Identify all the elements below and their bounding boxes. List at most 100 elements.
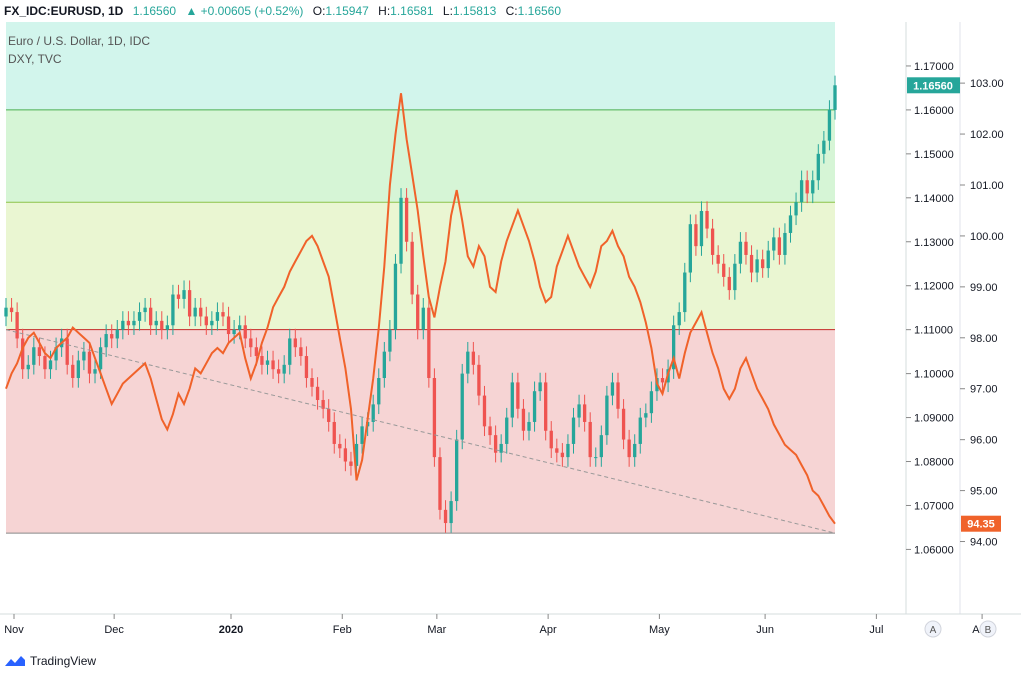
svg-text:94.35: 94.35 <box>967 519 995 531</box>
candle-body <box>638 417 642 444</box>
candle-body <box>621 408 626 440</box>
candle-body <box>254 347 259 357</box>
candle-body <box>210 320 214 326</box>
candle-body <box>455 439 459 502</box>
candle-body <box>683 272 687 313</box>
candle-body <box>232 329 236 335</box>
candle-body <box>382 351 386 379</box>
dxy-line <box>5 93 836 525</box>
candle-body <box>644 413 648 418</box>
candle-body <box>371 404 375 422</box>
zone-middle <box>6 202 835 330</box>
candle-body <box>616 382 620 409</box>
chart-legend: Euro / U.S. Dollar, 1D, IDC DXY, TVC <box>8 34 150 66</box>
candle-body <box>276 369 281 374</box>
price-tick-label: 1.13000 <box>914 237 954 249</box>
candle-body <box>510 382 514 418</box>
price-tick-label: 1.10000 <box>914 369 954 381</box>
low-label: L: <box>442 4 453 18</box>
candle-body <box>477 364 481 396</box>
candle-body <box>304 356 309 379</box>
time-tick-label: Apr <box>540 624 557 636</box>
candle-body <box>761 259 765 269</box>
dxy-tick-label: 101.00 <box>970 180 1004 192</box>
zone-upper <box>6 109 835 203</box>
time-axis[interactable]: NovDec2020FebMarAprMayJunJulAug <box>4 614 992 636</box>
candle-body <box>427 307 431 379</box>
tradingview-logo-icon <box>5 656 25 666</box>
price-axis[interactable]: 1.17000 1.16000 1.15000 1.14000 1.13000 1.120… <box>906 61 954 556</box>
price-tick-label: 1.12000 <box>914 281 954 293</box>
candle-body <box>137 312 142 321</box>
price-change: ▲ +0.00605 (+0.52%) <box>185 4 304 18</box>
price-chart[interactable]: Euro / U.S. Dollar, 1D, IDC DXY, TVC 1.1… <box>0 22 1021 650</box>
last-price: 1.16560 <box>132 4 177 18</box>
candle-body <box>549 430 553 449</box>
legend-title: Euro / U.S. Dollar, 1D, IDC <box>8 34 150 48</box>
dxy-tick-label: 102.00 <box>970 129 1004 141</box>
time-tick-label: May <box>649 624 670 636</box>
price-last-label: 1.16560 <box>907 77 960 94</box>
candle-body <box>460 373 464 440</box>
zone-top <box>6 22 835 110</box>
price-tick-label: 1.11000 <box>914 325 953 337</box>
time-tick-label: Mar <box>427 624 446 636</box>
time-tick-label: Nov <box>4 624 24 636</box>
candle-body <box>238 325 242 330</box>
candle-body <box>410 241 414 295</box>
candle-body <box>766 250 770 269</box>
candle-body <box>98 347 103 370</box>
candle-body <box>43 356 47 370</box>
candle-body <box>560 452 565 458</box>
symbol-name[interactable]: FX_IDC:EURUSD, 1D <box>4 4 124 18</box>
candle-body <box>555 448 559 453</box>
candle-body <box>393 263 398 330</box>
candle-body <box>32 347 36 365</box>
candle-body <box>505 417 509 444</box>
candle-body <box>260 356 264 365</box>
candle-body <box>288 338 292 365</box>
candle-body <box>249 338 253 348</box>
candle-body <box>121 320 125 330</box>
candle-body <box>71 364 75 379</box>
eurusd-candles <box>4 75 837 533</box>
time-tick-label: Dec <box>104 624 124 636</box>
candle-body <box>749 254 754 273</box>
candle-body <box>538 382 542 392</box>
candle-body <box>26 364 30 370</box>
candle-body <box>443 509 448 524</box>
candle-body <box>610 382 615 396</box>
candle-body <box>727 276 731 291</box>
candle-body <box>577 404 581 418</box>
scale-button-b[interactable]: B <box>979 620 997 638</box>
svg-text:B: B <box>985 625 992 636</box>
candle-body <box>148 307 153 326</box>
candle-body <box>799 180 804 203</box>
candle-body <box>132 320 136 326</box>
candle-body <box>87 351 92 374</box>
tradingview-footer[interactable]: TradingView <box>4 652 96 670</box>
close-value: 1.16560 <box>517 4 562 18</box>
candle-body <box>226 316 231 335</box>
svg-text:A: A <box>930 625 937 636</box>
level-lines <box>6 109 835 534</box>
candle-body <box>215 312 220 321</box>
svg-text:1.16560: 1.16560 <box>913 80 953 92</box>
candle-body <box>582 404 587 422</box>
candle-body <box>449 501 453 524</box>
candle-body <box>594 457 598 459</box>
time-tick-label: Jun <box>756 624 774 636</box>
dxy-tick-label: 97.00 <box>970 384 998 396</box>
candle-body <box>354 443 359 466</box>
scale-button-a[interactable]: A <box>924 620 942 638</box>
dxy-axis[interactable]: 103.00 102.00 101.00 100.00 99.00 98.00 97.00 9… <box>960 78 1004 549</box>
candle-body <box>9 307 14 313</box>
candle-body <box>566 443 570 458</box>
candle-body <box>471 351 476 365</box>
candle-body <box>521 408 526 431</box>
candle-body <box>722 263 726 277</box>
candle-body <box>187 290 192 317</box>
dxy-tick-label: 99.00 <box>970 282 998 294</box>
candle-body <box>488 426 492 436</box>
price-tick-label: 1.14000 <box>914 193 954 205</box>
